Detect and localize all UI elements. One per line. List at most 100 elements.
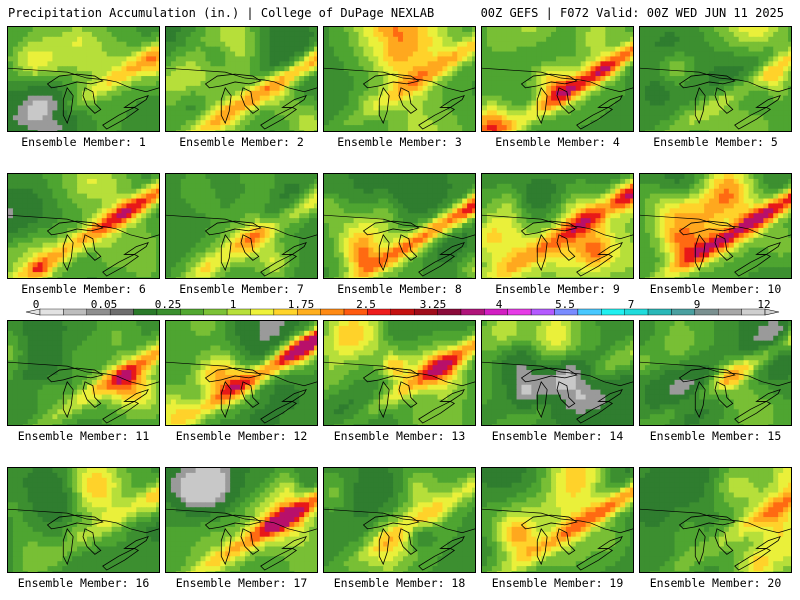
precip-cell	[486, 76, 493, 82]
precip-cell	[170, 125, 177, 131]
precip-cell	[52, 174, 58, 180]
precip-cell	[249, 277, 256, 278]
precip-cell	[299, 247, 305, 254]
precip-cell	[585, 120, 592, 126]
precip-cell	[600, 76, 606, 82]
precip-cell	[86, 272, 93, 278]
precip-cell	[373, 61, 379, 67]
precip-cell	[269, 227, 276, 234]
precip-cell	[595, 71, 602, 77]
precip-cell	[664, 90, 671, 97]
precip-cell	[457, 120, 463, 126]
precip-cell	[664, 46, 671, 53]
precip-cell	[560, 66, 567, 72]
precip-cell	[279, 272, 286, 278]
precip-cell	[111, 232, 118, 239]
precip-cell	[309, 46, 315, 53]
country-border	[640, 67, 791, 93]
precip-cell	[704, 120, 710, 126]
precip-cell	[156, 31, 159, 38]
precip-cell	[432, 27, 439, 33]
precip-cell	[101, 218, 108, 224]
precip-cell	[47, 193, 54, 200]
precip-cell	[615, 90, 621, 97]
precip-cell	[131, 31, 137, 38]
precip-cell	[605, 130, 611, 131]
precip-cell	[378, 120, 384, 126]
precip-cell	[82, 188, 88, 195]
precip-cell	[462, 130, 468, 131]
precip-cell	[679, 130, 686, 131]
precip-cell	[482, 27, 488, 33]
precip-cell	[220, 183, 226, 190]
precip-cell	[294, 193, 300, 200]
precip-cell	[304, 51, 310, 58]
precip-cell	[299, 100, 305, 107]
precip-cell	[249, 267, 256, 273]
precip-cell	[240, 56, 246, 62]
precip-cell	[412, 115, 419, 121]
precip-cell	[595, 100, 602, 107]
precip-cell	[462, 51, 468, 58]
precip-cell	[17, 203, 24, 209]
precip-cell	[783, 130, 789, 131]
precip-cell	[644, 51, 651, 58]
precip-cell	[62, 125, 68, 131]
precip-cell	[422, 110, 429, 116]
precip-cell	[600, 85, 606, 92]
precip-cell	[595, 41, 602, 48]
precip-cell	[8, 208, 14, 214]
precip-cell	[417, 66, 424, 72]
precip-cell	[289, 120, 295, 126]
precip-cell	[694, 61, 700, 67]
precip-cell	[625, 95, 631, 102]
precip-cell	[17, 31, 24, 38]
precip-cell	[195, 257, 202, 263]
precip-cell	[654, 80, 661, 87]
precip-cell	[768, 85, 774, 92]
precip-cell	[86, 115, 93, 121]
precip-cell	[704, 105, 710, 111]
precip-cell	[57, 213, 63, 219]
precip-cell	[269, 46, 276, 53]
precip-cell	[432, 51, 439, 58]
precip-cell	[768, 120, 774, 126]
precip-cell	[407, 183, 414, 190]
precip-cell	[432, 100, 439, 107]
precip-cell	[121, 76, 128, 82]
precip-cell	[37, 31, 44, 38]
precip-cell	[12, 110, 19, 116]
precip-cell	[230, 115, 236, 121]
precip-cell	[166, 31, 172, 38]
precip-cell	[12, 174, 19, 180]
precip-cell	[244, 267, 251, 273]
precip-cell	[738, 31, 745, 38]
precip-cell	[304, 120, 310, 126]
precip-cell	[664, 66, 671, 72]
precip-cell	[546, 27, 552, 33]
precip-cell	[738, 27, 745, 33]
precip-cell	[704, 100, 710, 107]
precip-cell	[62, 272, 68, 278]
precip-cell	[190, 262, 197, 268]
precip-cell	[230, 36, 236, 43]
precip-cell	[383, 41, 389, 48]
precip-cell	[116, 41, 123, 48]
precip-cell	[590, 130, 597, 131]
precip-cell	[709, 61, 715, 67]
precip-cell	[190, 51, 197, 58]
precip-cell	[486, 71, 493, 77]
precip-cell	[649, 115, 656, 121]
precip-cell	[442, 27, 448, 33]
precip-cell	[22, 218, 29, 224]
precip-cell	[560, 115, 567, 121]
precip-cell	[106, 105, 113, 111]
precip-cell	[131, 174, 137, 180]
precip-cell	[215, 27, 221, 33]
precip-cell	[664, 31, 671, 38]
precip-cell	[195, 110, 202, 116]
precip-cell	[91, 71, 98, 77]
precip-cell	[580, 61, 587, 67]
precip-cell	[116, 174, 123, 180]
precip-cell	[393, 66, 399, 72]
